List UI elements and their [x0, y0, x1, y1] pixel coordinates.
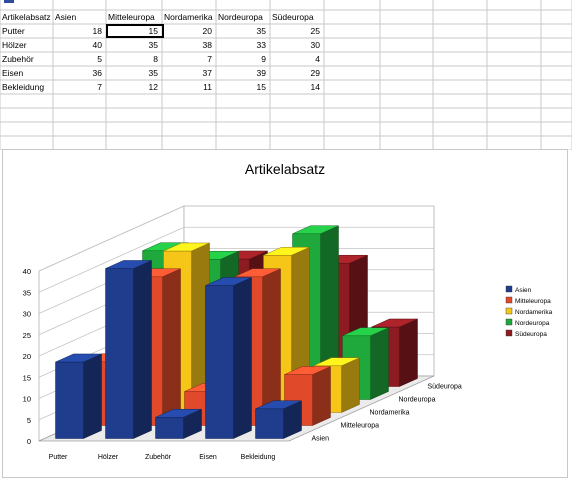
chart-frame[interactable]: 0 5 10 15 20 25 30 35 40 Putter Hölzer Zubehör Eisen…: [2, 149, 568, 478]
legend-swatch: [505, 285, 513, 293]
x-category-label: Bekleidung: [241, 454, 276, 461]
depth-series-label: Nordeuropa: [399, 397, 436, 404]
legend-label: Nordeuropa: [515, 320, 550, 327]
value-cell[interactable]: 11: [203, 82, 212, 92]
value-cell[interactable]: 9: [261, 54, 266, 64]
value-cell[interactable]: 5: [97, 54, 102, 64]
y-tick-label: 15: [23, 373, 31, 382]
value-cell[interactable]: 37: [202, 68, 212, 78]
value-cell[interactable]: 7: [207, 54, 212, 64]
header-cell[interactable]: Nordeuropa: [218, 12, 263, 22]
header-cell[interactable]: Nordamerika: [164, 12, 213, 22]
x-category-label: Zubehör: [145, 454, 172, 461]
value-cell[interactable]: 15: [256, 82, 266, 92]
gridline: [38, 226, 434, 293]
y-tick-label: 30: [23, 310, 31, 319]
selected-cell[interactable]: [106, 24, 164, 38]
depth-series-label: Südeuropa: [428, 384, 462, 391]
value-cell[interactable]: 14: [310, 82, 320, 92]
legend-swatch: [505, 307, 513, 315]
y-tick-label: 0: [27, 437, 31, 446]
value-cell[interactable]: 39: [256, 68, 266, 78]
depth-series-label: Asien: [312, 436, 330, 443]
bar-Asien-Hölzer: [105, 260, 152, 439]
value-cell[interactable]: 25: [310, 26, 320, 36]
y-tick-label: 25: [23, 331, 31, 340]
chart-title: Artikelabsatz: [245, 161, 325, 177]
y-tick-label: 40: [23, 267, 31, 276]
legend-swatch: [505, 296, 513, 304]
legend-label: Mitteleuropa: [515, 298, 551, 305]
bar-Asien-Putter: [55, 353, 102, 439]
value-cell[interactable]: 38: [202, 40, 212, 50]
header-cell[interactable]: Mitteleuropa: [108, 12, 155, 22]
value-cell[interactable]: 35: [148, 68, 158, 78]
bar-chart-3d: 0 5 10 15 20 25 30 35 40 Putter Hölzer Zubehör Eisen…: [23, 161, 553, 461]
y-tick-label: 35: [23, 288, 31, 297]
legend-label: Asien: [515, 287, 532, 294]
legend-label: Südeuropa: [515, 331, 547, 338]
x-category-label: Putter: [49, 454, 68, 461]
y-tick-label: 5: [27, 416, 31, 425]
legend-label: Nordamerika: [515, 309, 553, 316]
value-cell[interactable]: 4: [315, 54, 320, 64]
value-cell[interactable]: 33: [256, 40, 266, 50]
bar-Asien-Zubehör: [155, 408, 202, 439]
gridline: [38, 205, 434, 272]
header-cell[interactable]: Asien: [55, 12, 77, 22]
value-cell[interactable]: 40: [92, 40, 102, 50]
value-cell[interactable]: 35: [148, 40, 158, 50]
header-cell[interactable]: Südeuropa: [272, 12, 314, 22]
app-icon: [4, 0, 14, 3]
x-category-label: Eisen: [199, 454, 217, 461]
value-cell[interactable]: 30: [310, 40, 320, 50]
value-cell[interactable]: 29: [310, 68, 320, 78]
depth-series-label: Mitteleuropa: [341, 423, 380, 430]
value-cell[interactable]: 20: [202, 26, 212, 36]
legend-swatch: [505, 318, 513, 326]
value-cell[interactable]: 18: [92, 26, 102, 36]
value-cell[interactable]: 15: [148, 26, 158, 36]
legend-swatch: [505, 329, 513, 337]
row-label-cell[interactable]: Eisen: [2, 68, 24, 78]
value-cell[interactable]: 8: [153, 54, 158, 64]
value-cell[interactable]: 35: [256, 26, 266, 36]
row-label-cell[interactable]: Bekleidung: [2, 82, 45, 92]
row-label-cell[interactable]: Putter: [2, 26, 25, 36]
x-category-label: Hölzer: [98, 454, 119, 461]
y-tick-label: 20: [23, 352, 31, 361]
row-label-cell[interactable]: Hölzer: [2, 40, 27, 50]
value-cell[interactable]: 7: [97, 82, 102, 92]
depth-series-label: Nordamerika: [370, 410, 410, 417]
y-tick-label: 10: [23, 395, 31, 404]
header-cell[interactable]: Artikelabsatz: [2, 12, 51, 22]
row-label-cell[interactable]: Zubehör: [2, 54, 34, 64]
value-cell[interactable]: 36: [92, 68, 102, 78]
value-cell[interactable]: 12: [148, 82, 158, 92]
bar-Asien-Eisen: [205, 277, 252, 439]
bar-Asien-Bekleidung: [255, 400, 302, 439]
